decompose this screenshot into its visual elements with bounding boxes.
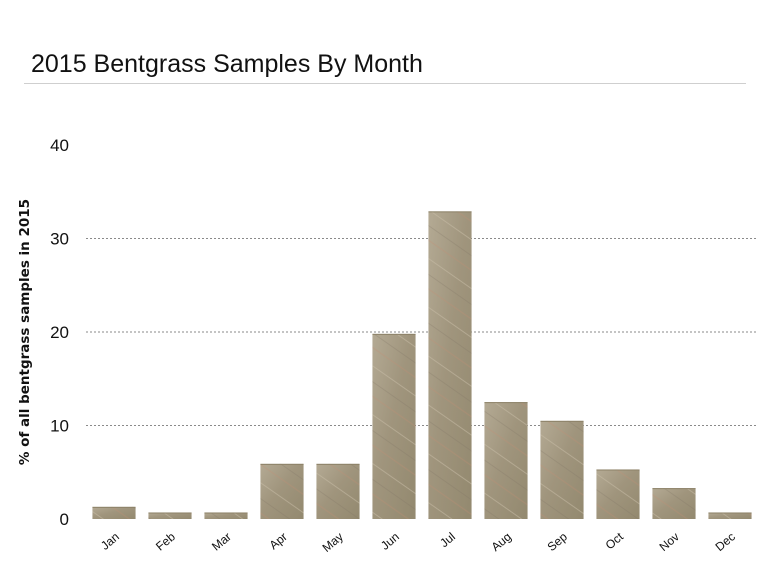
x-tick-label: Nov — [657, 530, 682, 554]
bar-texture-oct — [596, 469, 640, 519]
y-axis-ticks: 0 10 20 30 40 — [50, 136, 69, 529]
x-tick-label: Apr — [267, 530, 290, 553]
x-axis-ticks: Jan Feb Mar Apr May Jun Jul Aug Sep Oct Nov Dec — [98, 529, 738, 555]
y-tick-label: 30 — [50, 230, 69, 249]
y-tick-label: 40 — [50, 136, 69, 155]
bar-texture-sep — [540, 420, 584, 519]
bar-texture-jun — [372, 333, 416, 519]
y-tick-label: 20 — [50, 323, 69, 342]
x-tick-label: Mar — [209, 530, 234, 554]
chart-title: 2015 Bentgrass Samples By Month — [31, 50, 423, 78]
bar-texture-jan — [92, 506, 136, 519]
x-tick-label: Feb — [153, 529, 178, 553]
x-tick-label: Jun — [378, 530, 402, 553]
bar-texture-aug — [484, 402, 528, 519]
y-tick-label: 0 — [60, 510, 69, 529]
title-divider — [24, 83, 746, 84]
x-tick-label: Jan — [98, 530, 122, 553]
gridlines — [86, 238, 758, 426]
bar-texture-feb — [148, 512, 192, 519]
bar-texture-nov — [652, 488, 696, 519]
bar-texture-may — [316, 463, 360, 519]
x-tick-label: May — [320, 530, 346, 555]
y-tick-label: 10 — [50, 417, 69, 436]
x-tick-label: Jul — [437, 530, 458, 551]
bar-texture-jul — [428, 211, 472, 519]
bar-texture-dec — [708, 512, 752, 519]
x-tick-label: Sep — [545, 529, 571, 554]
bars — [92, 211, 752, 519]
x-tick-label: Dec — [713, 530, 738, 554]
bar-texture-apr — [260, 463, 304, 519]
x-tick-label: Aug — [489, 530, 514, 554]
y-axis-label: % of all bentgrass samples in 2015 — [17, 199, 33, 465]
x-tick-label: Oct — [603, 529, 627, 552]
bar-texture-mar — [204, 512, 248, 519]
